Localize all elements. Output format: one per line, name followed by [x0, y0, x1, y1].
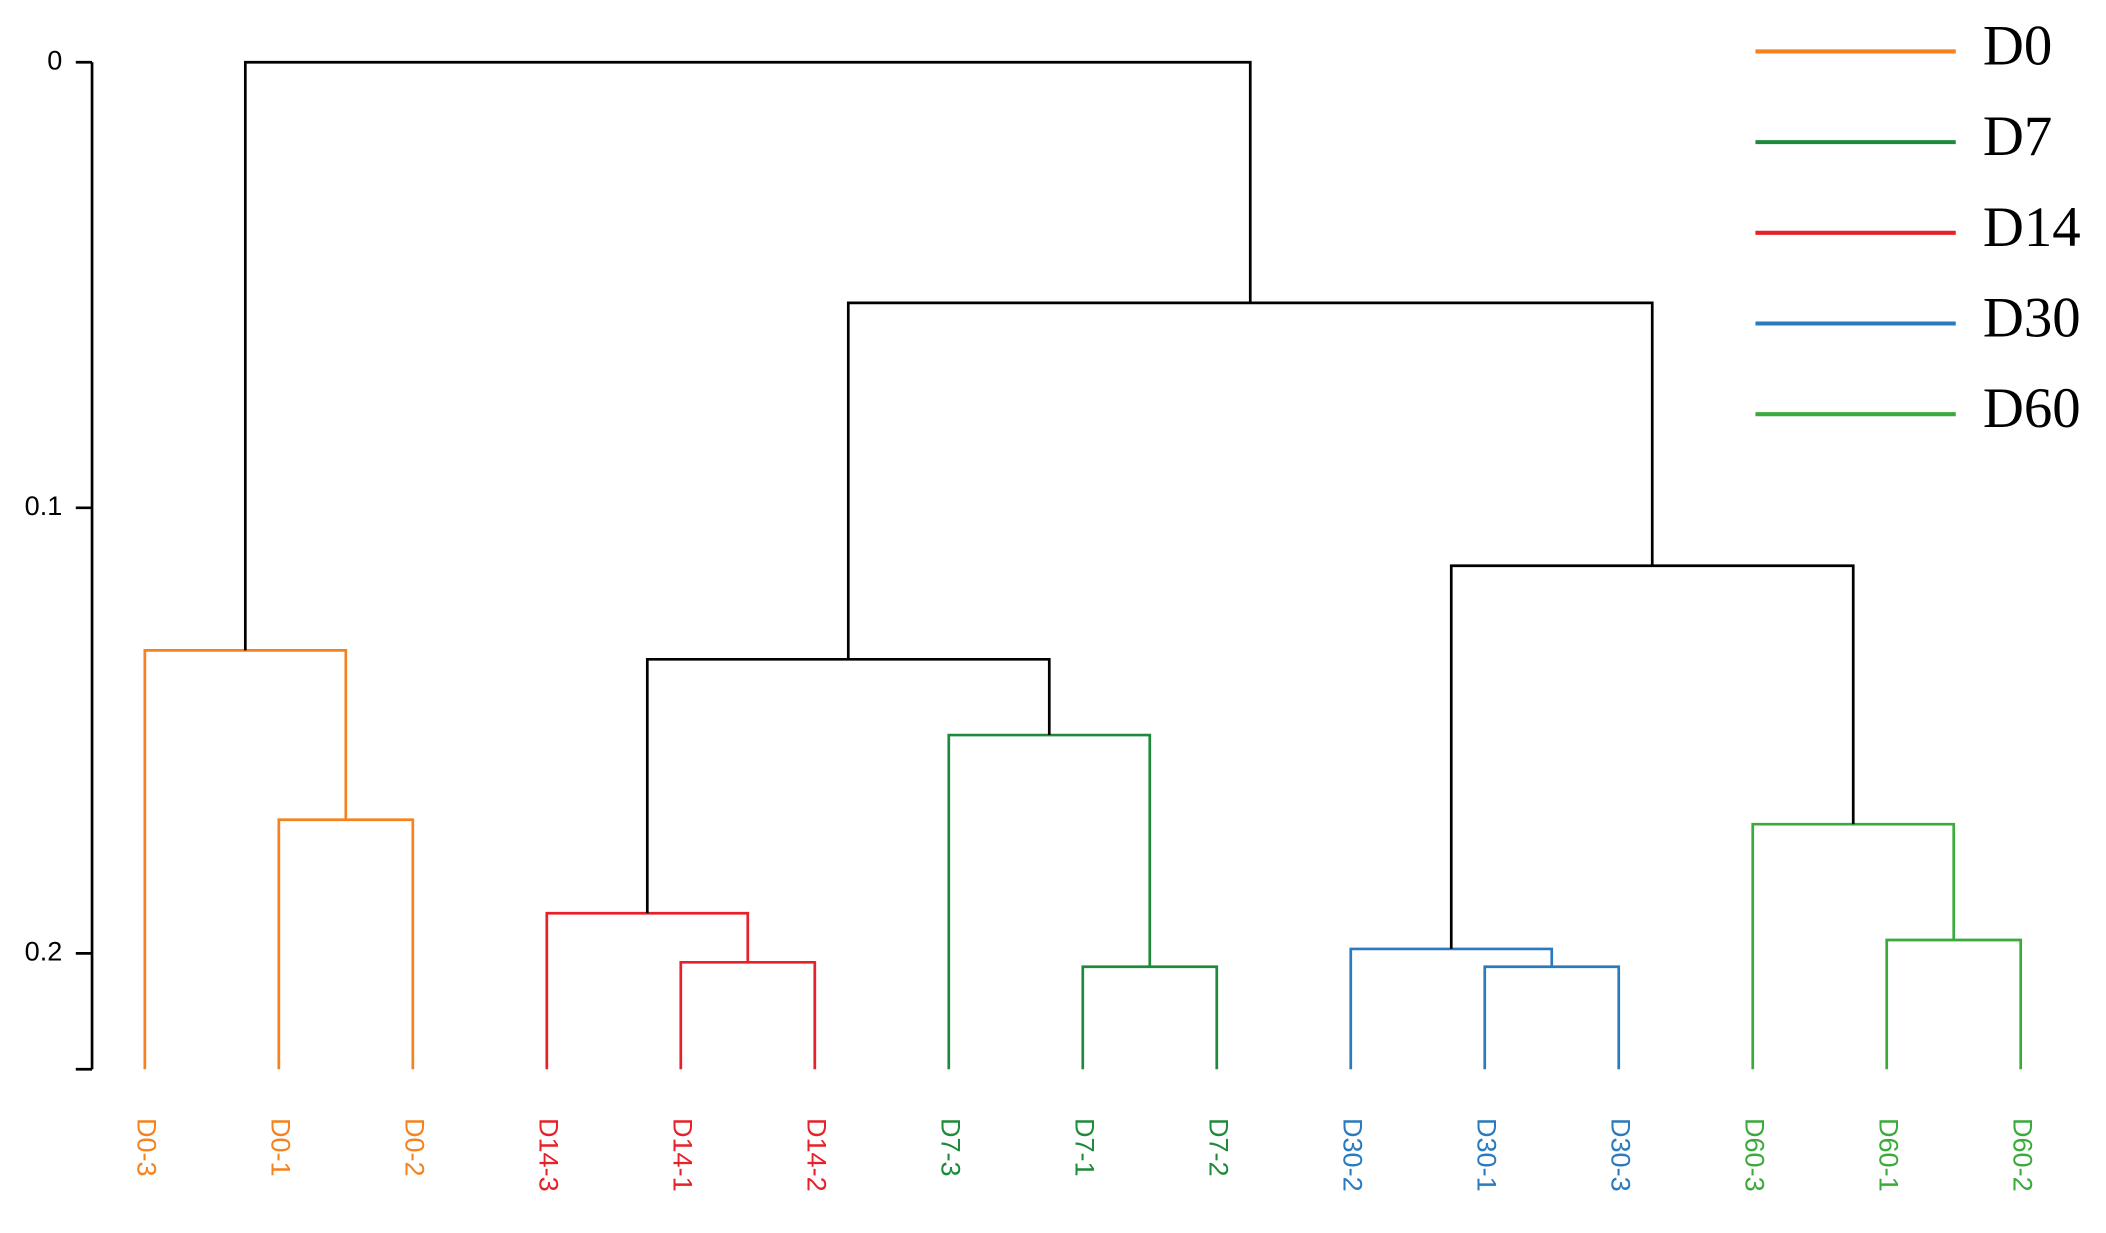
dendrogram-link — [1449, 564, 1855, 949]
legend-label: D30 — [1983, 287, 2081, 350]
dendrogram-link — [679, 960, 817, 1070]
legend-label: D0 — [1983, 14, 2052, 77]
dendrogram-link — [1885, 938, 2023, 1070]
leaf-label: D60-1 — [1874, 1118, 1904, 1192]
leaf-label: D0-3 — [132, 1118, 162, 1177]
leaf-label: D30-3 — [1606, 1118, 1636, 1192]
dendrogram-link — [1081, 965, 1219, 1070]
legend-label: D14 — [1983, 196, 2081, 259]
dendrogram-link — [846, 301, 1654, 660]
y-tick-label: 0 — [47, 45, 62, 75]
dendrogram-link — [1483, 965, 1621, 1070]
leaf-label: D0-2 — [400, 1118, 430, 1177]
leaf-label: D30-1 — [1472, 1118, 1502, 1192]
leaf-label: D7-3 — [936, 1118, 966, 1177]
leaf-label: D14-3 — [534, 1118, 564, 1192]
leaf-label: D14-2 — [802, 1118, 832, 1192]
leaf-label: D30-2 — [1338, 1118, 1368, 1192]
dendrogram-link — [143, 649, 348, 1070]
leaf-label: D7-2 — [1204, 1118, 1234, 1177]
dendrogram-link — [243, 60, 1252, 651]
legend-label: D7 — [1983, 105, 2052, 168]
leaf-label: D60-3 — [1740, 1118, 1770, 1192]
dendrogram-link — [545, 911, 750, 1070]
leaf-label: D0-1 — [266, 1118, 296, 1177]
legend-label: D60 — [1983, 377, 2081, 440]
dendrogram-link — [1751, 822, 1956, 1070]
dendrogram-link — [947, 733, 1152, 1070]
leaf-label: D14-1 — [668, 1118, 698, 1192]
y-tick-label: 0.2 — [25, 937, 63, 967]
leaf-label: D7-1 — [1070, 1118, 1100, 1177]
y-tick-label: 0.1 — [25, 491, 63, 521]
dendrogram-link — [645, 657, 1051, 914]
leaf-label: D60-2 — [2008, 1118, 2038, 1192]
dendrogram-link — [277, 818, 415, 1070]
